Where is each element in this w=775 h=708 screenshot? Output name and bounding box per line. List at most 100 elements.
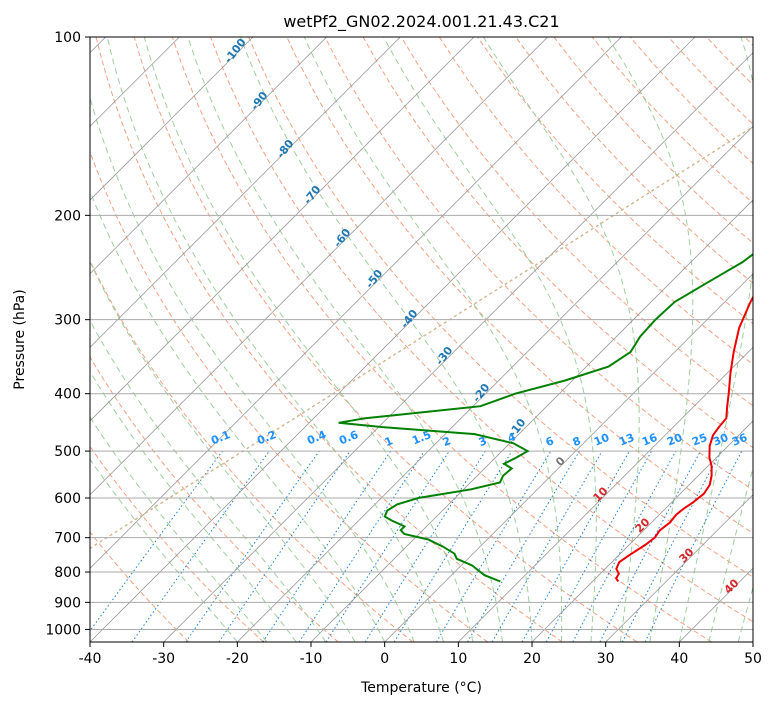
isotherm-line <box>90 37 696 642</box>
dry-adiabat-line <box>400 37 753 407</box>
moist-adiabat-line <box>90 370 297 642</box>
chart-title: wetPf2_GN02.2024.001.21.43.C21 <box>283 12 559 32</box>
isotherm-line <box>90 37 401 348</box>
x-tick-label: -40 <box>79 651 102 667</box>
isotherm-line <box>752 641 753 642</box>
mixing-ratio-label: 25 <box>690 431 709 449</box>
isotherm-line <box>384 273 753 642</box>
moist-adiabat-line <box>482 37 640 642</box>
mixing-ratio-line <box>393 450 513 642</box>
dry-adiabat-line <box>90 150 488 642</box>
dry-adiabat-label: -100 <box>222 36 249 66</box>
moist-adiabat-line <box>737 585 753 642</box>
mixing-ratio-label: 0.6 <box>337 428 360 447</box>
dry-adiabat-line <box>515 37 753 284</box>
y-tick-label: 600 <box>54 491 81 507</box>
isotherm-line <box>163 52 753 642</box>
mixing-ratio-label: 1 <box>383 434 395 449</box>
dry-adiabat-line <box>95 37 563 642</box>
mixing-ratio-line <box>185 450 320 642</box>
x-tick-label: 0 <box>380 651 389 667</box>
background-lines <box>90 37 753 642</box>
x-tick-label: -30 <box>152 651 175 667</box>
isotherm-line <box>605 494 753 642</box>
isotherm-line <box>90 37 254 201</box>
y-axis-label: Pressure (hPa) <box>12 289 28 389</box>
plot-frame <box>89 36 754 643</box>
mixing-ratio-label: 8 <box>571 434 583 449</box>
moist-adiabat-line <box>607 37 694 642</box>
moist-adiabat-line <box>303 37 563 642</box>
moist-adiabat-line <box>106 37 445 642</box>
dry-adiabat-label: -80 <box>274 137 297 161</box>
y-tick-label: 200 <box>54 208 81 224</box>
moist-adiabat-line <box>90 458 238 642</box>
x-tick-label: 20 <box>523 651 541 667</box>
mixing-ratio-line <box>545 450 653 642</box>
mixing-ratio-label: 0.4 <box>305 428 328 447</box>
dry-adiabat-line <box>210 37 753 623</box>
x-tick-label: 40 <box>670 651 688 667</box>
dry-adiabat-label: -90 <box>248 89 271 113</box>
x-tick-label: -20 <box>226 651 249 667</box>
isotherm-line <box>90 37 475 422</box>
mixing-ratio-label: 2 <box>441 434 453 449</box>
x-axis-label: Temperature (°C) <box>360 680 482 696</box>
mixing-ratio-line <box>131 450 270 642</box>
dry-adiabat-line <box>90 531 190 642</box>
mixing-ratio-line <box>90 450 223 632</box>
mixing-ratio-label: 13 <box>617 431 636 449</box>
mixing-ratio-label: 0.1 <box>209 428 232 447</box>
y-tick-label: 900 <box>54 595 81 611</box>
dry-adiabat-line <box>362 37 753 449</box>
x-tick-label: 10 <box>449 651 467 667</box>
y-tick-label: 500 <box>54 444 81 460</box>
moist-adiabat-line <box>143 37 474 642</box>
mixing-ratio-label: 36 <box>730 431 749 449</box>
temperature-trace <box>615 295 753 583</box>
mixing-ratio-line <box>218 450 351 642</box>
dry-adiabat-line <box>706 37 753 86</box>
moist-adiabat-line <box>187 37 503 642</box>
dry-adiabat-line <box>90 259 414 642</box>
dry-adiabat-label: -40 <box>398 307 421 331</box>
x-tick-label: 30 <box>597 651 615 667</box>
moist-adiabat-line <box>90 189 386 642</box>
mixing-ratio-label: 6 <box>544 434 556 449</box>
moist-adiabat-line <box>708 466 753 642</box>
special-isotherm-line <box>90 125 753 550</box>
reference-line-labels: -100-90-80-70-60-50-40-30-20-100.1 0.2 0.4… <box>209 36 749 597</box>
dry-adiabat-line <box>171 37 712 642</box>
mixing-ratio-label: 10 <box>592 431 611 449</box>
dry-adiabat-line <box>744 37 753 47</box>
y-tick-label: 800 <box>54 565 81 581</box>
dry-adiabat-label: -20 <box>470 381 493 405</box>
y-tick-label: 400 <box>54 387 81 403</box>
moist-adiabat-line <box>678 37 753 642</box>
dry-adiabat-line <box>438 37 753 366</box>
mixing-ratio-line <box>572 450 677 642</box>
y-tick-label: 300 <box>54 313 81 329</box>
dry-adiabat-label: -50 <box>363 267 386 291</box>
mixing-ratio-label: 20 <box>665 431 684 449</box>
moist-adiabat-line <box>90 260 356 642</box>
isotherm-line <box>90 37 327 275</box>
isotherm-line <box>90 37 548 496</box>
x-tick-label: 50 <box>744 651 762 667</box>
moist-adiabat-label: 20 <box>633 515 653 535</box>
dry-adiabat-line <box>553 37 753 244</box>
isotherm-line <box>458 346 753 642</box>
moist-adiabat-line <box>90 319 327 642</box>
dry-adiabat-label: -70 <box>301 183 324 207</box>
mixing-ratio-label: 16 <box>640 431 659 449</box>
dry-adiabat-line <box>90 356 339 642</box>
isotherm-line <box>531 420 753 642</box>
isotherm-line <box>310 199 753 642</box>
mixing-ratio-line <box>467 450 580 642</box>
y-tick-label: 1000 <box>45 622 81 638</box>
mixing-ratio-line <box>644 450 743 642</box>
y-tick-label: 700 <box>54 531 81 547</box>
dry-adiabat-line <box>90 445 264 642</box>
x-tick-label: -10 <box>300 651 323 667</box>
